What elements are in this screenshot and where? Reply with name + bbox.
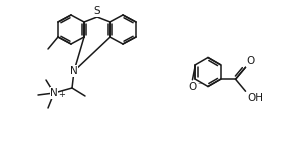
Text: +: + bbox=[58, 90, 65, 99]
Text: S: S bbox=[94, 6, 100, 16]
Text: O: O bbox=[246, 56, 255, 66]
Text: N: N bbox=[70, 66, 78, 76]
Text: OH: OH bbox=[248, 93, 264, 103]
Text: O: O bbox=[188, 82, 197, 92]
Text: ⁻: ⁻ bbox=[198, 82, 202, 91]
Text: N: N bbox=[50, 88, 58, 98]
